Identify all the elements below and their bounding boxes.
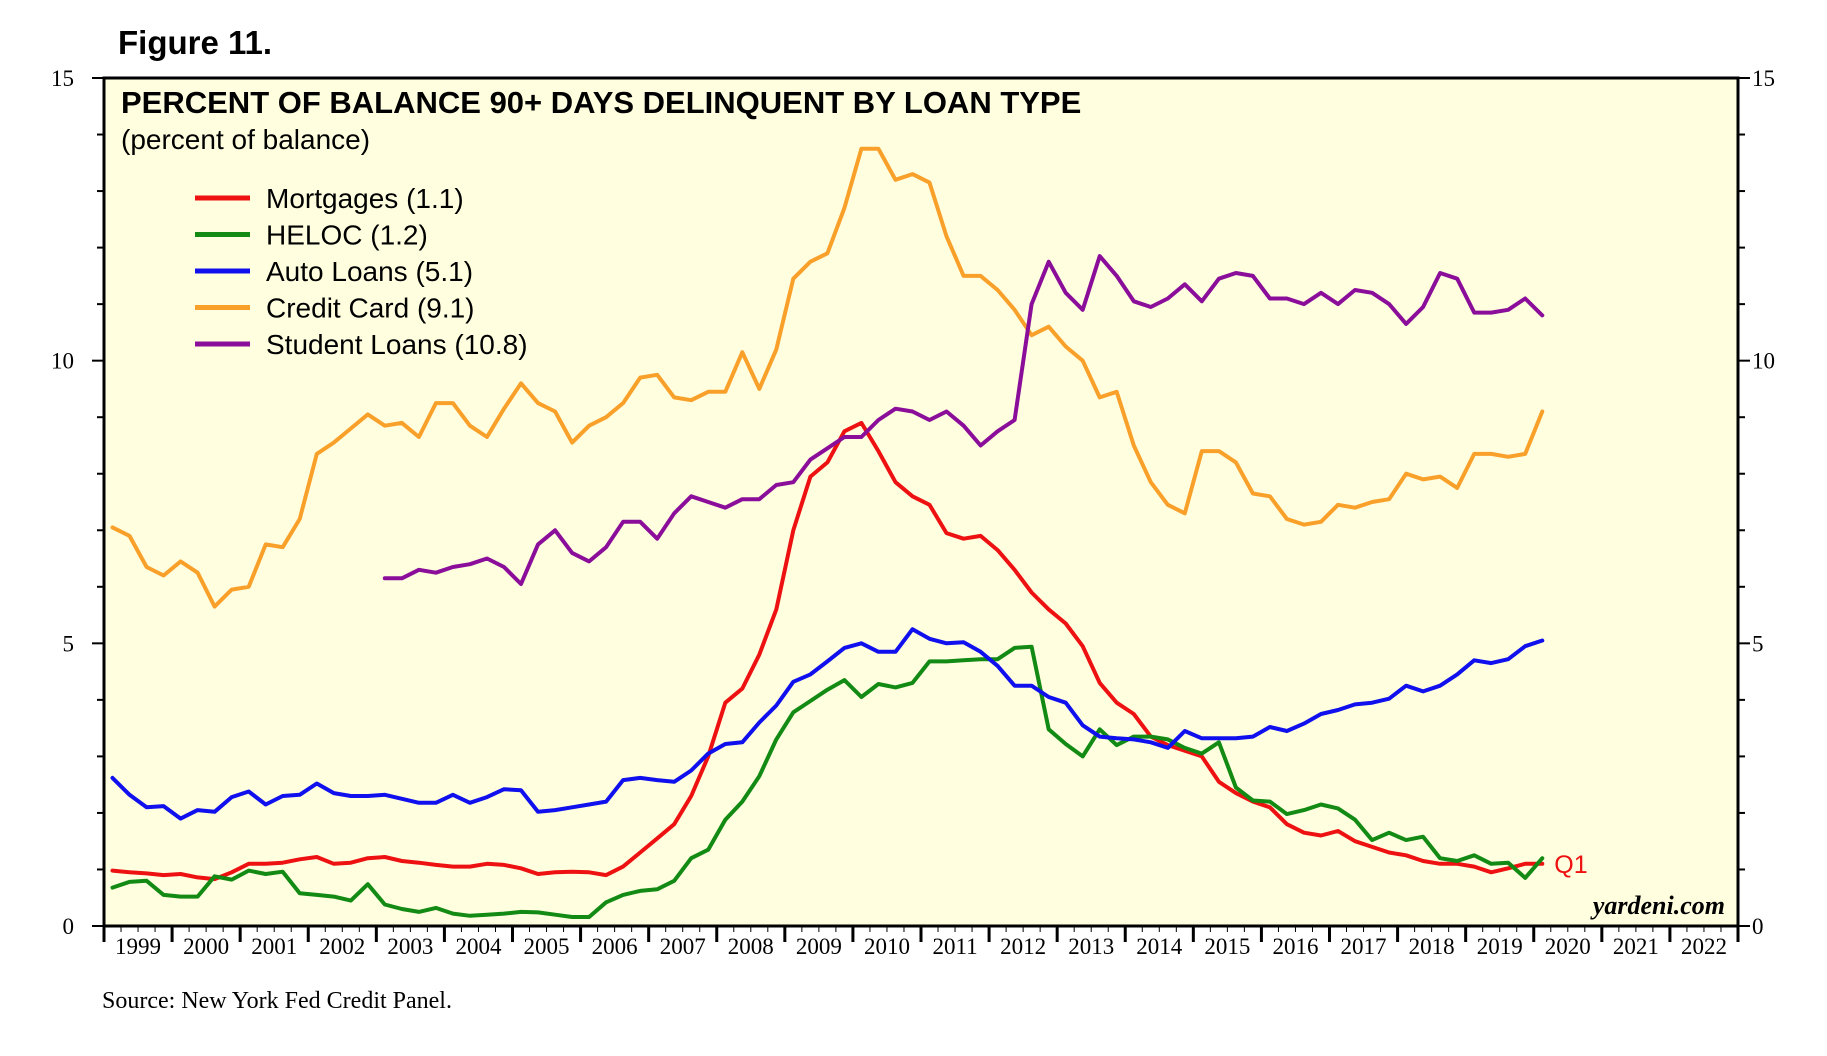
legend-label: Auto Loans (5.1) <box>266 256 473 287</box>
legend-label: Mortgages (1.1) <box>266 183 464 214</box>
series-line-student-loans <box>382 254 1545 586</box>
y-tick-label-right: 5 <box>1752 631 1764 656</box>
x-tick-label: 2006 <box>592 934 638 959</box>
figure-label: Figure 11. <box>118 24 273 61</box>
series-layer <box>110 146 1545 919</box>
x-tick-label: 2008 <box>728 934 774 959</box>
x-tick-label: 2003 <box>387 934 433 959</box>
x-tick-label: 2010 <box>864 934 910 959</box>
chart-title: PERCENT OF BALANCE 90+ DAYS DELINQUENT B… <box>121 85 1081 120</box>
x-tick-label: 2014 <box>1136 934 1183 959</box>
x-tick-label: 2002 <box>319 934 365 959</box>
y-tick-label-left: 10 <box>51 349 74 374</box>
x-tick-label: 2013 <box>1068 934 1114 959</box>
axis-ticks: 0 0 5 5 10 10 15 15 1999 2000 2001 2002 2003 2004 2005… <box>51 66 1775 959</box>
x-tick-label: 2005 <box>524 934 570 959</box>
chart-subtitle: (percent of balance) <box>121 124 370 155</box>
x-tick-label: 2004 <box>455 934 502 959</box>
x-tick-label: 2021 <box>1613 934 1659 959</box>
x-tick-label: 1999 <box>115 934 161 959</box>
source-note: Source: New York Fed Credit Panel. <box>102 988 452 1014</box>
y-tick-label-right: 15 <box>1752 66 1775 91</box>
series-line-auto-loans <box>110 627 1545 821</box>
y-tick-label-right: 10 <box>1752 349 1775 374</box>
series-line-credit-card <box>110 146 1545 609</box>
x-tick-label: 2001 <box>251 934 297 959</box>
x-tick-label: 2007 <box>660 934 706 959</box>
legend: Mortgages (1.1) HELOC (1.2) Auto Loans (5.… <box>195 183 528 360</box>
x-tick-label: 2022 <box>1681 934 1727 959</box>
x-tick-label: 2017 <box>1341 934 1387 959</box>
legend-label: Student Loans (10.8) <box>266 329 528 360</box>
series-line-heloc <box>110 644 1545 919</box>
legend-label: Credit Card (9.1) <box>266 293 475 324</box>
x-tick-label: 2011 <box>932 934 977 959</box>
x-tick-label: 2015 <box>1204 934 1250 959</box>
x-tick-label: 2020 <box>1545 934 1591 959</box>
y-tick-label-right: 0 <box>1752 914 1764 939</box>
y-tick-label-left: 0 <box>63 914 75 939</box>
legend-label: HELOC (1.2) <box>266 220 428 251</box>
last-point-label: Q1 <box>1554 851 1587 879</box>
x-tick-label: 2016 <box>1272 934 1318 959</box>
series-line-mortgages <box>110 420 1545 882</box>
x-tick-label: 2019 <box>1477 934 1523 959</box>
y-tick-label-left: 15 <box>51 66 74 91</box>
y-tick-label-left: 5 <box>63 631 75 656</box>
x-tick-label: 2012 <box>1000 934 1046 959</box>
x-tick-label: 2009 <box>796 934 842 959</box>
watermark: yardeni.com <box>1590 891 1725 920</box>
x-tick-label: 2000 <box>183 934 229 959</box>
x-tick-label: 2018 <box>1409 934 1455 959</box>
